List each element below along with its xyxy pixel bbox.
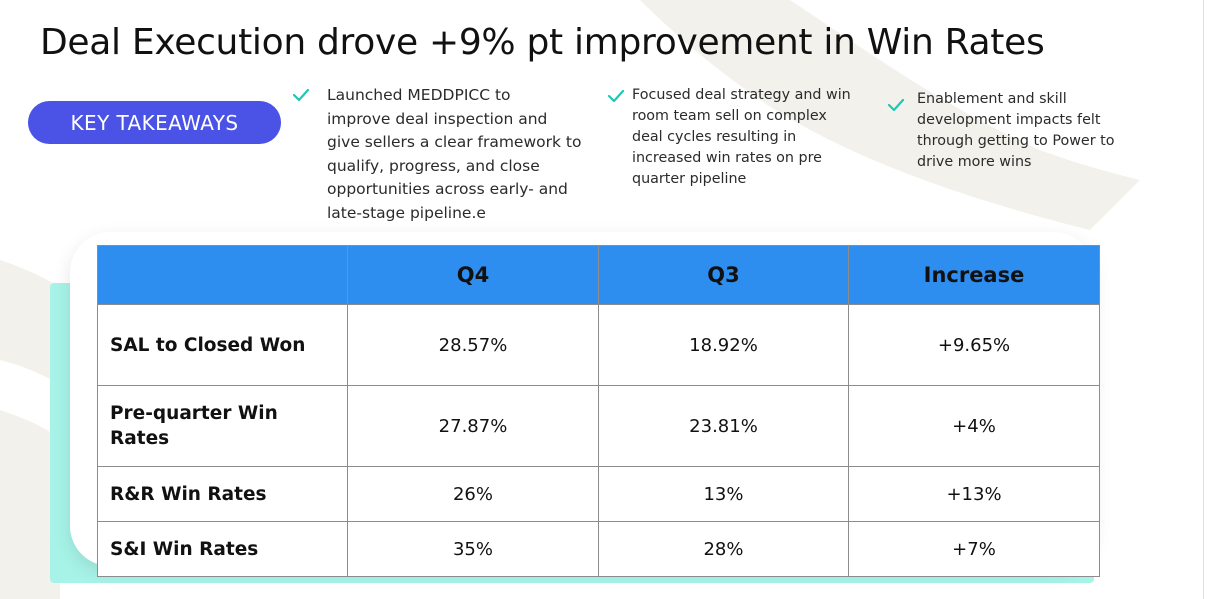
column-header-q3: Q3	[598, 245, 849, 305]
cell-q3: 23.81%	[598, 385, 849, 467]
key-takeaways-label: KEY TAKEAWAYS	[70, 110, 239, 135]
win-rates-table: Q4 Q3 Increase SAL to Closed Won 28.57% …	[97, 245, 1100, 577]
cell-q4: 28.57%	[347, 304, 599, 386]
takeaway-line: give sellers a clear framework to	[327, 133, 582, 151]
takeaway-2: Focused deal strategy and win room team …	[632, 85, 851, 190]
row-label-text: S&I Win Rates	[110, 538, 259, 560]
checkmark-icon	[292, 88, 310, 102]
cell-q3: 18.92%	[598, 304, 849, 386]
takeaway-line: room team sell on complex	[632, 108, 827, 124]
takeaway-line: drive more wins	[917, 154, 1032, 170]
takeaway-line: Enablement and skill	[917, 91, 1067, 107]
column-header-q4: Q4	[347, 245, 599, 305]
cell-increase: +7%	[848, 521, 1100, 577]
cell-q4: 35%	[347, 521, 599, 577]
row-label-text: Pre-quarter Win	[110, 403, 278, 424]
table-row: SAL to Closed Won 28.57% 18.92% +9.65%	[97, 304, 1100, 386]
slide-edge-divider	[1203, 0, 1204, 599]
row-label: SAL to Closed Won	[97, 304, 348, 386]
column-header-increase: Increase	[848, 245, 1100, 305]
takeaway-1: Launched MEDDPICC to improve deal inspec…	[327, 84, 581, 225]
row-label: R&R Win Rates	[97, 466, 348, 522]
page-title: Deal Execution drove +9% pt improvement …	[40, 22, 1045, 63]
row-label-text: R&R Win Rates	[110, 483, 267, 505]
column-header-empty	[97, 245, 348, 305]
row-label-text: Rates	[110, 428, 170, 449]
takeaway-line: deal cycles resulting in	[632, 129, 797, 145]
takeaway-line: quarter pipeline	[632, 171, 747, 187]
row-label: S&I Win Rates	[97, 521, 348, 577]
checkmark-icon	[887, 98, 905, 112]
cell-increase: +13%	[848, 466, 1100, 522]
table-header-row: Q4 Q3 Increase	[97, 245, 1100, 305]
takeaway-line: Focused deal strategy and win	[632, 87, 851, 103]
takeaway-3: Enablement and skill development impacts…	[917, 89, 1114, 173]
takeaway-line: Launched MEDDPICC to	[327, 86, 511, 104]
cell-q3: 13%	[598, 466, 849, 522]
cell-increase: +9.65%	[848, 304, 1100, 386]
table-row: S&I Win Rates 35% 28% +7%	[97, 521, 1100, 577]
key-takeaways-badge: KEY TAKEAWAYS	[28, 101, 281, 144]
row-label: Pre-quarter Win Rates	[97, 385, 348, 467]
cell-q4: 27.87%	[347, 385, 599, 467]
takeaway-line: opportunities across early- and	[327, 180, 568, 198]
takeaway-line: qualify, progress, and close	[327, 156, 540, 175]
cell-q4: 26%	[347, 466, 599, 522]
checkmark-icon	[607, 89, 625, 103]
cell-q3: 28%	[598, 521, 849, 577]
takeaway-line: through getting to Power to	[917, 133, 1115, 149]
takeaway-line: development impacts felt	[917, 112, 1101, 128]
row-label-text: SAL to Closed Won	[110, 334, 306, 356]
table-row: Pre-quarter Win Rates 27.87% 23.81% +4%	[97, 385, 1100, 467]
table-row: R&R Win Rates 26% 13% +13%	[97, 466, 1100, 522]
takeaway-line: late-stage pipeline.e	[327, 203, 486, 222]
cell-increase: +4%	[848, 385, 1100, 467]
takeaway-line: improve deal inspection and	[327, 109, 548, 128]
takeaway-line: increased win rates on pre	[632, 150, 822, 166]
